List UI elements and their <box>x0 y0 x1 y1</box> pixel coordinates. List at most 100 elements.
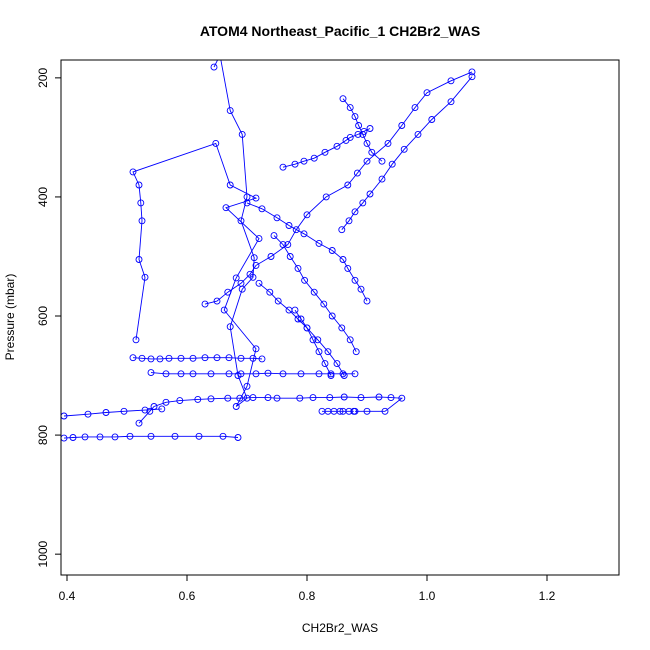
data-point <box>135 181 143 189</box>
x-tick-label: 0.8 <box>299 589 316 603</box>
data-point <box>366 190 374 198</box>
data-point <box>328 247 336 254</box>
data-point <box>243 382 251 390</box>
data-point <box>352 348 360 356</box>
data-point <box>447 77 455 85</box>
data-point <box>246 270 254 278</box>
data-point <box>359 130 367 138</box>
series-14 <box>61 405 166 420</box>
data-point <box>344 264 352 272</box>
data-point <box>315 348 323 356</box>
plot-area <box>61 60 476 442</box>
data-point <box>219 432 227 440</box>
data-point <box>300 230 308 238</box>
data-point <box>279 163 287 171</box>
data-point <box>266 288 274 296</box>
data-point <box>177 370 185 378</box>
data-point <box>111 433 119 441</box>
data-point <box>350 407 358 415</box>
data-point <box>249 354 257 362</box>
data-point <box>315 239 323 247</box>
data-point <box>138 354 146 362</box>
data-point <box>339 256 347 263</box>
data-point <box>194 395 202 403</box>
data-point <box>327 372 335 379</box>
series-line <box>258 282 345 376</box>
data-point <box>398 122 406 129</box>
data-point <box>237 279 245 287</box>
data-point <box>213 354 221 362</box>
y-axis-label: Pressure (mbar) <box>3 274 17 361</box>
x-tick-label: 0.6 <box>179 589 196 603</box>
data-point <box>224 394 232 402</box>
data-point <box>314 336 322 344</box>
y-tick-label: 600 <box>36 306 50 326</box>
series-line <box>273 235 357 352</box>
x-axis: 0.4 0.6 0.8 1.0 1.2 <box>59 574 556 603</box>
data-point <box>326 394 334 402</box>
data-point <box>428 116 436 123</box>
data-point <box>146 407 154 415</box>
data-point <box>195 432 203 440</box>
y-tick-label: 1000 <box>36 540 50 567</box>
series-6 <box>338 73 476 234</box>
data-point <box>141 273 149 281</box>
x-tick-label: 1.2 <box>539 589 556 603</box>
data-point <box>468 73 476 81</box>
data-point <box>270 232 278 240</box>
data-point <box>363 297 371 305</box>
data-point <box>171 432 179 440</box>
data-point <box>351 208 359 216</box>
data-point <box>132 336 140 344</box>
data-point <box>237 354 245 362</box>
x-axis-label: CH2Br2_WAS <box>302 621 378 635</box>
data-point <box>351 276 359 284</box>
data-point <box>232 274 240 282</box>
data-point <box>224 288 232 296</box>
data-point <box>120 407 128 415</box>
data-point <box>423 89 431 97</box>
data-point <box>351 370 359 378</box>
data-point <box>309 336 317 344</box>
data-point <box>137 199 145 207</box>
data-point <box>274 297 282 305</box>
data-point <box>258 205 266 213</box>
data-point <box>69 434 77 441</box>
data-point <box>207 370 215 378</box>
data-point <box>292 226 300 234</box>
data-point <box>258 355 266 363</box>
series-8 <box>279 125 374 171</box>
data-point <box>189 354 197 362</box>
data-point <box>387 394 395 402</box>
data-point <box>321 148 329 156</box>
data-point <box>222 204 230 212</box>
series-line <box>341 76 473 230</box>
data-point <box>301 276 309 284</box>
data-point <box>135 419 143 427</box>
data-point <box>267 253 275 260</box>
series-3 <box>147 369 359 378</box>
data-point <box>346 104 354 112</box>
data-point <box>322 193 330 201</box>
data-point <box>363 157 371 165</box>
x-tick-label: 0.4 <box>59 589 76 603</box>
data-point <box>400 145 408 153</box>
data-point <box>212 139 220 147</box>
data-point <box>237 370 245 378</box>
data-point <box>328 312 336 320</box>
data-point <box>61 412 68 420</box>
data-point <box>321 360 329 368</box>
data-point <box>346 133 354 141</box>
data-point <box>345 407 353 415</box>
data-point <box>234 434 242 441</box>
data-point <box>135 256 143 263</box>
data-point <box>147 355 155 363</box>
data-point <box>213 297 221 305</box>
data-point <box>381 407 389 415</box>
data-point <box>315 370 323 378</box>
data-point <box>378 157 386 165</box>
data-point <box>273 214 281 222</box>
data-point <box>378 175 386 183</box>
data-point <box>359 199 367 207</box>
x-tick-label: 1.0 <box>419 589 436 603</box>
